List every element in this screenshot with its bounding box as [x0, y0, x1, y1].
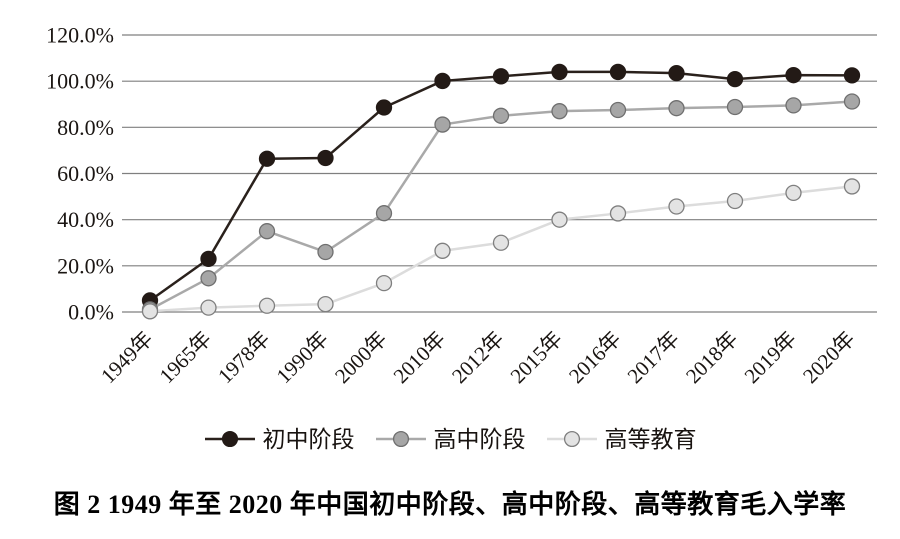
series-higher-ed-marker	[726, 192, 744, 210]
x-axis-tick-label: 2017年	[623, 327, 685, 389]
series-higher-ed-marker	[492, 234, 510, 251]
x-axis-tick-label: 2000年	[330, 327, 392, 389]
y-axis-tick-label: 120.0%	[46, 23, 114, 48]
series-junior-middle-marker	[200, 250, 217, 268]
series-senior-high-marker	[726, 98, 744, 116]
series-junior-middle-marker	[317, 149, 334, 167]
x-axis-tick-label: 2012年	[447, 327, 509, 389]
series-junior-middle-marker	[492, 68, 510, 85]
y-axis-tick-label: 60.0%	[57, 161, 114, 186]
series-higher-ed-marker	[200, 299, 217, 316]
series-higher-ed-marker	[785, 184, 802, 202]
x-axis-tick-label: 2020年	[798, 327, 860, 389]
series-junior-middle-marker	[843, 67, 861, 84]
x-axis-tick-label: 2010年	[389, 327, 451, 389]
x-axis-tick-label: 1990年	[272, 327, 334, 389]
series-higher-ed-marker	[434, 242, 451, 259]
y-axis-tick-label: 80.0%	[57, 115, 114, 140]
legend-item-senior-high: 高中阶段	[375, 428, 526, 451]
series-higher-ed-marker	[375, 274, 393, 292]
legend-label-junior-middle: 初中阶段	[262, 426, 355, 452]
legend-item-junior-middle: 初中阶段	[204, 428, 355, 451]
series-senior-high-marker	[375, 205, 393, 222]
series-higher-ed-marker	[317, 296, 334, 313]
x-axis-tick-label: 2018年	[681, 327, 743, 389]
legend-swatch-junior-middle-icon	[204, 430, 255, 448]
y-axis-tick-label: 20.0%	[57, 253, 114, 278]
x-axis-tick-label: 1965年	[155, 327, 217, 389]
figure-caption: 图 2 1949 年至 2020 年中国初中阶段、高中阶段、高等教育毛入学率	[53, 490, 847, 519]
y-axis-tick-label: 40.0%	[57, 207, 114, 232]
series-junior-middle-marker	[551, 63, 568, 81]
series-higher-ed-marker	[668, 198, 685, 215]
y-axis-tick-label: 100.0%	[46, 69, 114, 94]
series-junior-middle-marker	[434, 72, 451, 90]
y-axis-tick-label: 0.0%	[68, 300, 114, 325]
series-senior-high-marker	[609, 101, 627, 119]
series-higher-ed-marker	[609, 205, 627, 222]
series-senior-high-marker	[492, 107, 510, 124]
series-junior-middle-marker	[609, 63, 627, 81]
series-junior-middle-marker	[785, 67, 802, 84]
chart-legend: 初中阶段 高中阶段 高等教育	[0, 418, 900, 460]
series-senior-high-marker	[317, 243, 334, 261]
line-chart-plot: 0.0% 20.0% 40.0% 60.0% 80.0% 100.0% 120.0% 1949…	[46, 23, 877, 389]
legend-swatch-senior-high-icon	[375, 430, 426, 448]
series-senior-high-marker	[785, 97, 802, 114]
x-axis-tick-label: 1978年	[213, 327, 275, 389]
series-senior-high-marker	[200, 270, 217, 287]
series-senior-high-marker	[258, 223, 276, 240]
series-higher-ed-marker	[141, 303, 159, 320]
legend-swatch-higher-ed-icon	[546, 430, 597, 448]
series-senior-high-marker	[551, 103, 568, 120]
x-axis-tick-label: 2016年	[564, 327, 626, 389]
series-junior-middle-marker	[375, 99, 393, 116]
series-higher-ed-marker	[258, 297, 276, 314]
series-higher-ed-marker	[843, 178, 861, 195]
legend-label-senior-high: 高中阶段	[433, 426, 526, 452]
series-senior-high-marker	[843, 93, 861, 110]
series-senior-high-line	[149, 100, 853, 311]
legend-label-higher-ed: 高等教育	[604, 426, 697, 452]
x-axis-tick-label: 1949年	[96, 327, 158, 389]
x-axis-tick-label: 2019年	[740, 327, 802, 389]
series-senior-high-marker	[434, 116, 451, 133]
series-junior-middle-marker	[726, 70, 744, 88]
series-higher-ed-marker	[551, 211, 568, 228]
series-junior-middle-marker	[668, 64, 685, 82]
series-senior-high-marker	[668, 100, 685, 117]
series-junior-middle-marker	[258, 150, 276, 167]
legend-item-higher-ed: 高等教育	[546, 428, 697, 451]
x-axis-tick-label: 2015年	[506, 327, 568, 389]
